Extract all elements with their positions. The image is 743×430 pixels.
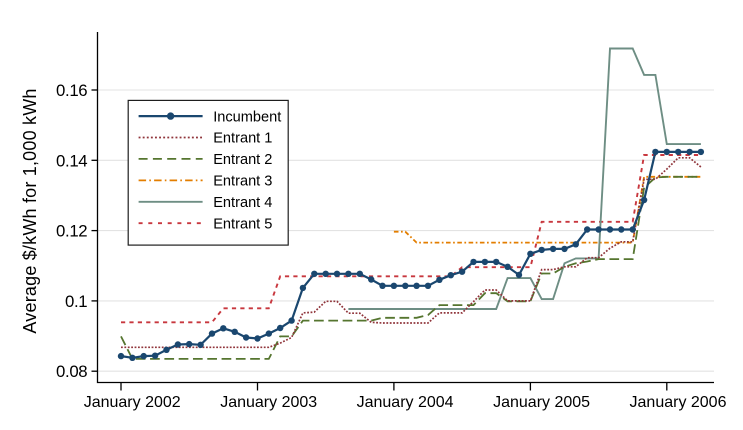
svg-text:0.16: 0.16: [56, 81, 87, 100]
svg-text:Entrant 5: Entrant 5: [213, 216, 272, 232]
svg-text:January 2004: January 2004: [357, 394, 454, 411]
svg-text:January 2003: January 2003: [220, 394, 317, 411]
svg-text:Entrant 3: Entrant 3: [213, 174, 272, 190]
svg-text:0.1: 0.1: [65, 292, 87, 311]
svg-text:January 2002: January 2002: [84, 394, 181, 411]
svg-text:0.08: 0.08: [56, 362, 87, 381]
svg-text:Incumbent: Incumbent: [213, 109, 281, 125]
svg-text:Entrant 4: Entrant 4: [213, 195, 272, 211]
svg-text:0.14: 0.14: [56, 151, 87, 170]
svg-text:0.12: 0.12: [56, 222, 87, 241]
svg-text:January 2005: January 2005: [493, 394, 590, 411]
svg-text:Average $/kWh for 1,000 kWh: Average $/kWh for 1,000 kWh: [20, 88, 40, 333]
svg-text:Entrant 2: Entrant 2: [213, 152, 272, 168]
svg-text:Entrant 1: Entrant 1: [213, 131, 272, 147]
svg-text:January 2006: January 2006: [630, 394, 727, 411]
